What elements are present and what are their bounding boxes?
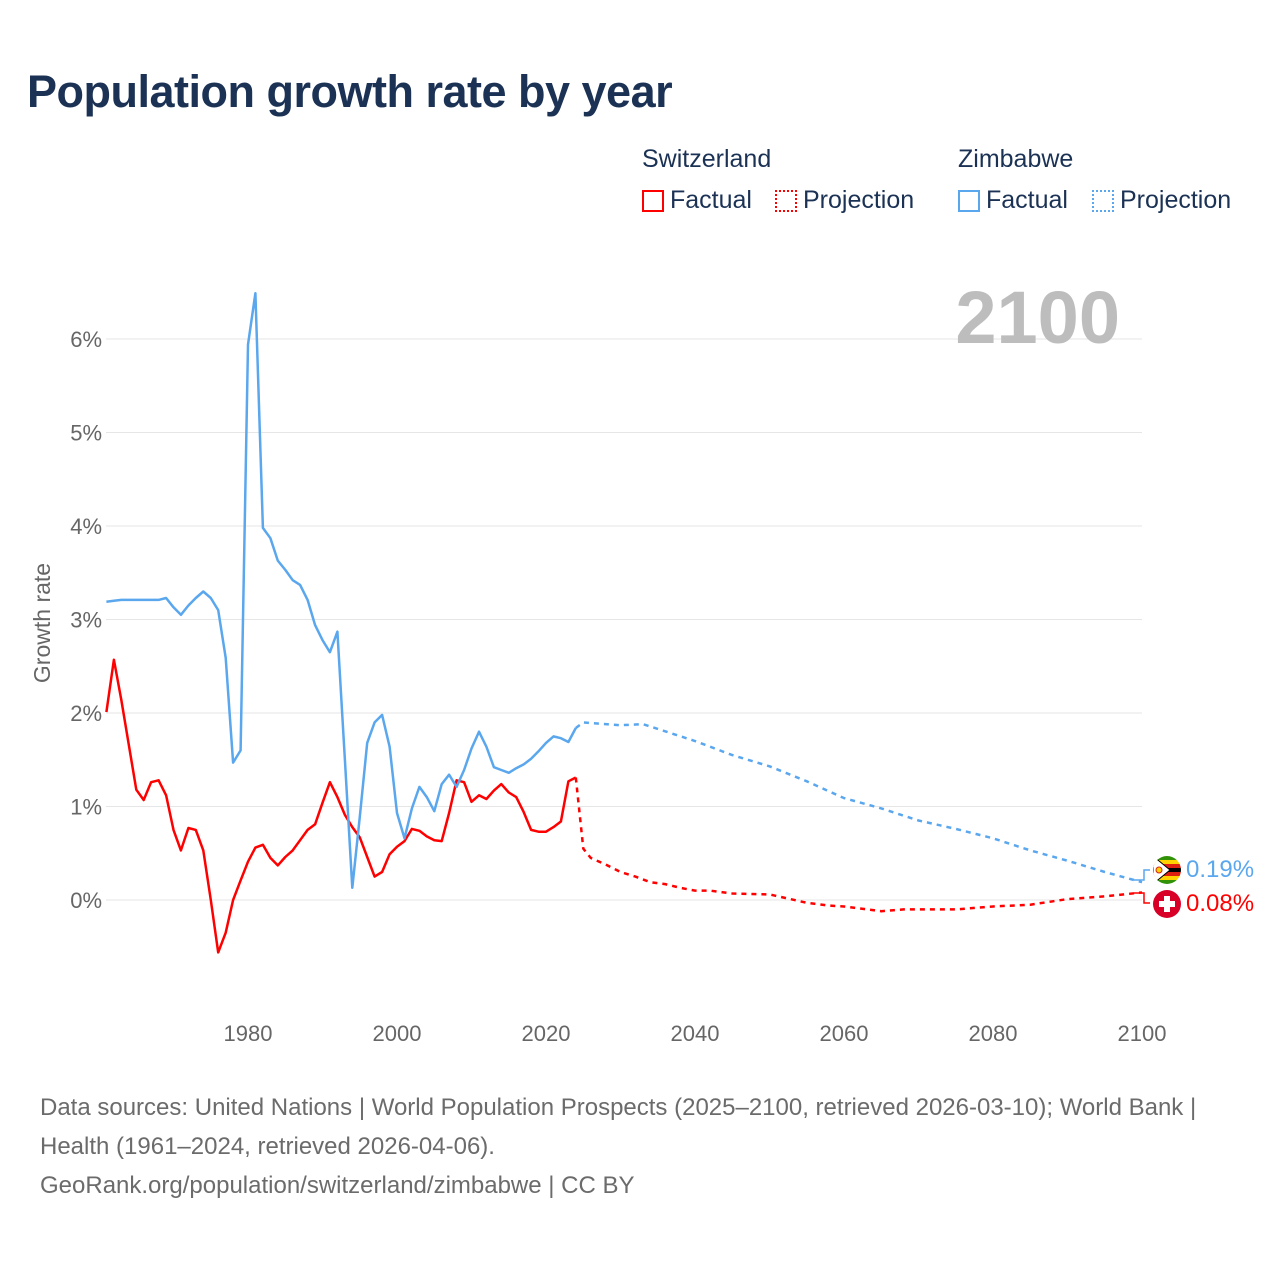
x-tick-label: 2000 — [373, 1021, 422, 1046]
dotted-swatch-icon — [775, 189, 797, 212]
x-tick-label: 2020 — [522, 1021, 571, 1046]
dotted-swatch-icon — [1092, 189, 1114, 212]
y-tick-label: 4% — [70, 514, 102, 539]
legend-zimbabwe-factual[interactable]: Factual — [958, 186, 1068, 215]
footer: Data sources: United Nations | World Pop… — [40, 1088, 1240, 1205]
y-tick-label: 0% — [70, 888, 102, 913]
legend-switzerland-heading: Switzerland — [642, 145, 772, 173]
legend-switzerland-factual[interactable]: Factual — [642, 186, 752, 215]
zimbabwe-factual-line — [106, 291, 577, 890]
legend-label: Projection — [1120, 186, 1232, 214]
y-axis-label: Growth rate — [29, 563, 55, 683]
x-tick-label: 2060 — [820, 1021, 869, 1046]
year-watermark: 2100 — [955, 276, 1120, 359]
zimbabwe-end-value: 0.19% — [1186, 856, 1254, 883]
legend-zimbabwe-projection[interactable]: Projection — [1092, 186, 1231, 215]
legend-label: Projection — [803, 186, 915, 214]
y-tick-label: 2% — [70, 701, 102, 726]
legend-zimbabwe-heading: Zimbabwe — [958, 145, 1074, 173]
x-tick-label: 2100 — [1118, 1021, 1167, 1046]
chart-title: Population growth rate by year — [27, 66, 673, 117]
x-tick-label: 2080 — [969, 1021, 1018, 1046]
y-tick-label: 3% — [70, 608, 102, 633]
solid-swatch-icon — [958, 189, 980, 212]
switzerland-end-connector — [1134, 892, 1150, 904]
legend-switzerland-projection[interactable]: Projection — [775, 186, 914, 215]
switzerland-flag-icon — [1153, 890, 1181, 918]
data-sources: Data sources: United Nations | World Pop… — [40, 1094, 1197, 1160]
switzerland-factual-line — [105, 658, 577, 954]
y-tick-label: 6% — [70, 327, 102, 352]
solid-swatch-icon — [642, 189, 664, 212]
y-tick-label: 1% — [70, 795, 102, 820]
switzerland-end-value: 0.08% — [1186, 890, 1254, 917]
x-tick-label: 1980 — [224, 1021, 273, 1046]
x-tick-label: 2040 — [671, 1021, 720, 1046]
y-tick-label: 5% — [70, 421, 102, 446]
legend-label: Factual — [986, 186, 1068, 214]
zimbabwe-flag-icon — [1153, 856, 1181, 884]
switzerland-projection-line — [574, 777, 1143, 913]
legend-label: Factual — [670, 186, 752, 214]
credit-link[interactable]: GeoRank.org/population/switzerland/zimba… — [40, 1172, 635, 1199]
zimbabwe-end-connector — [1134, 869, 1150, 881]
zimbabwe-projection-line — [575, 721, 1143, 884]
